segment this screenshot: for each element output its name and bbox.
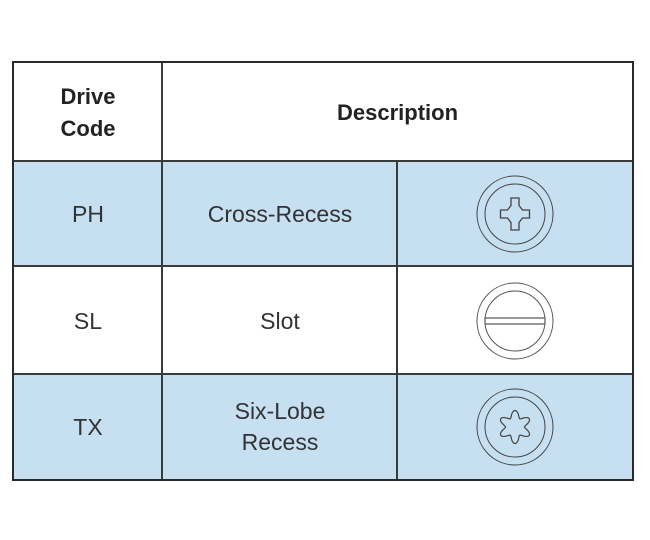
header-code-line2: Code: [60, 115, 116, 141]
row-ph-description: Cross-Recess: [207, 200, 353, 227]
phillips-drive-icon: [398, 162, 632, 266]
divider: [396, 162, 398, 479]
divider: [14, 265, 632, 267]
header-drive-line1: Drive: [60, 83, 116, 109]
header-drive-code: Drive Code: [14, 63, 162, 162]
row-sl-code: SL: [73, 307, 103, 334]
divider: [161, 63, 163, 479]
slot-drive-icon: [398, 267, 632, 375]
row-tx-code: TX: [73, 413, 103, 440]
torx-drive-icon: [398, 375, 632, 479]
row-tx-description-line1: Six-Lobe: [234, 398, 326, 424]
row-tx-background: [14, 375, 632, 479]
row-sl-description: Slot: [260, 307, 300, 334]
row-tx-description-line2: Recess: [241, 429, 319, 455]
divider: [14, 373, 632, 375]
divider: [14, 160, 632, 162]
row-ph-code: PH: [72, 200, 104, 227]
header-description: Description: [336, 99, 459, 125]
row-tx-description: Six-Lobe Recess: [163, 375, 397, 479]
drive-code-table: Drive Code Description PH Cross-Recess S…: [12, 61, 634, 481]
